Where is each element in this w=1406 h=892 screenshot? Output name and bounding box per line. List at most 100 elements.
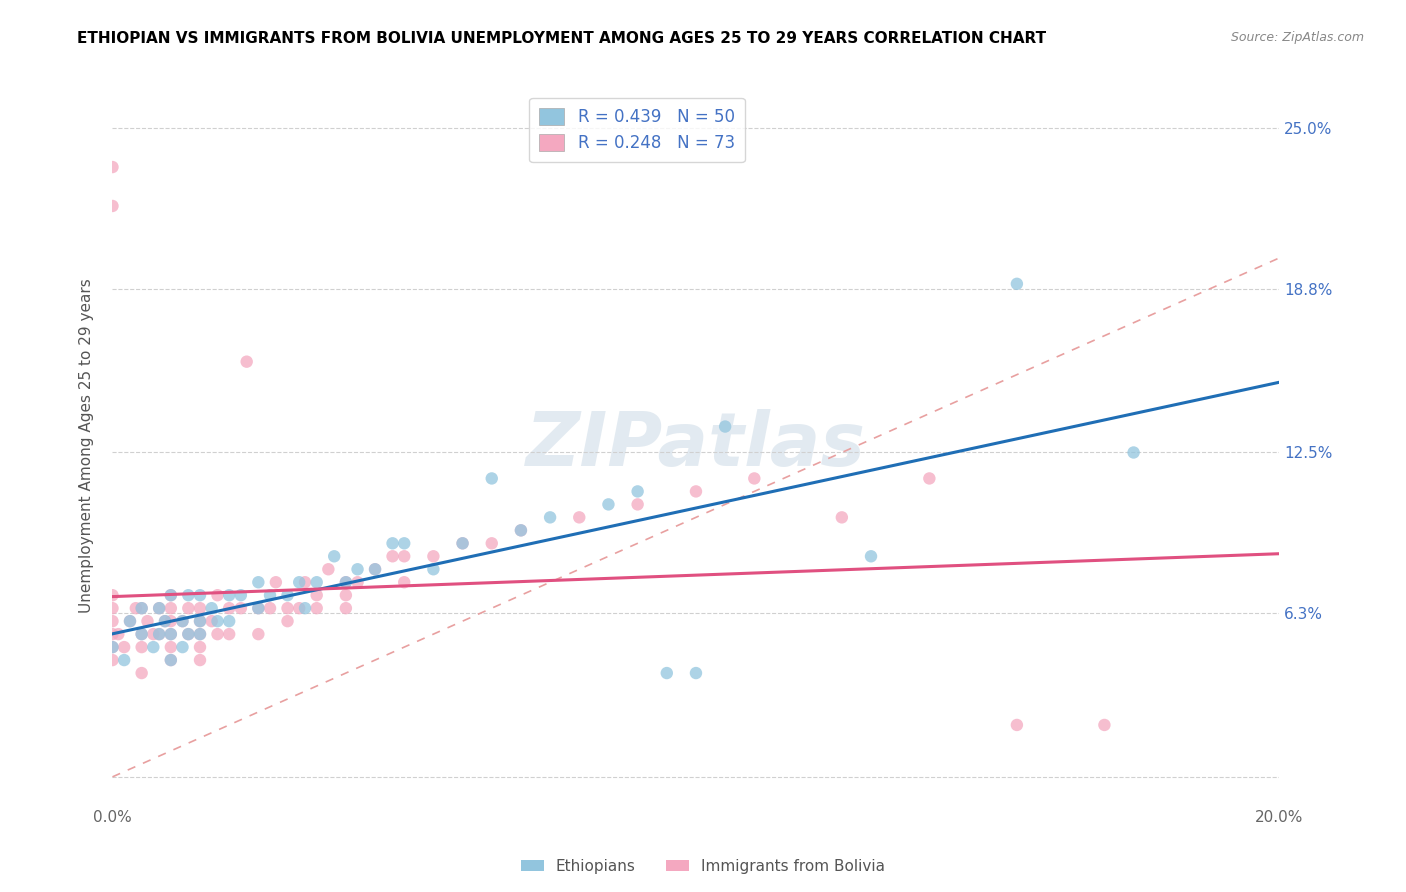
Point bbox=[160, 627, 183, 641]
Point bbox=[714, 419, 737, 434]
Point bbox=[188, 601, 211, 615]
Point bbox=[160, 653, 183, 667]
Point bbox=[509, 524, 531, 538]
Point bbox=[305, 588, 328, 602]
Point bbox=[394, 536, 416, 550]
Point bbox=[160, 614, 183, 628]
Point bbox=[188, 653, 211, 667]
Point bbox=[218, 601, 240, 615]
Point bbox=[188, 627, 211, 641]
Point bbox=[172, 614, 194, 628]
Point bbox=[288, 601, 311, 615]
Point bbox=[247, 575, 270, 590]
Point bbox=[247, 627, 270, 641]
Point bbox=[860, 549, 883, 564]
Point bbox=[742, 471, 765, 485]
Point bbox=[201, 601, 224, 615]
Point bbox=[172, 614, 194, 628]
Point bbox=[101, 653, 124, 667]
Point bbox=[294, 601, 316, 615]
Point bbox=[335, 601, 357, 615]
Point bbox=[131, 640, 153, 654]
Point bbox=[568, 510, 591, 524]
Point bbox=[918, 471, 941, 485]
Point bbox=[294, 575, 316, 590]
Point bbox=[259, 588, 281, 602]
Point bbox=[276, 588, 298, 602]
Legend: R = 0.439   N = 50, R = 0.248   N = 73: R = 0.439 N = 50, R = 0.248 N = 73 bbox=[529, 97, 745, 162]
Point bbox=[118, 614, 141, 628]
Point bbox=[101, 588, 124, 602]
Text: ZIPatlas: ZIPatlas bbox=[526, 409, 866, 483]
Text: ETHIOPIAN VS IMMIGRANTS FROM BOLIVIA UNEMPLOYMENT AMONG AGES 25 TO 29 YEARS CORR: ETHIOPIAN VS IMMIGRANTS FROM BOLIVIA UNE… bbox=[77, 31, 1046, 46]
Point bbox=[218, 627, 240, 641]
Point bbox=[177, 627, 200, 641]
Text: Source: ZipAtlas.com: Source: ZipAtlas.com bbox=[1230, 31, 1364, 45]
Point bbox=[627, 484, 650, 499]
Point bbox=[305, 601, 328, 615]
Point bbox=[481, 471, 503, 485]
Point bbox=[136, 614, 159, 628]
Point bbox=[509, 524, 531, 538]
Point bbox=[655, 666, 678, 681]
Point bbox=[235, 354, 257, 368]
Point bbox=[394, 575, 416, 590]
Point bbox=[364, 562, 387, 576]
Y-axis label: Unemployment Among Ages 25 to 29 years: Unemployment Among Ages 25 to 29 years bbox=[79, 278, 94, 614]
Point bbox=[335, 588, 357, 602]
Point bbox=[201, 614, 224, 628]
Point bbox=[276, 601, 298, 615]
Point bbox=[207, 588, 229, 602]
Point bbox=[153, 614, 176, 628]
Point bbox=[131, 627, 153, 641]
Point bbox=[229, 588, 252, 602]
Point bbox=[131, 601, 153, 615]
Point bbox=[172, 640, 194, 654]
Point bbox=[177, 588, 200, 602]
Point bbox=[598, 497, 620, 511]
Point bbox=[188, 614, 211, 628]
Point bbox=[131, 666, 153, 681]
Point bbox=[131, 601, 153, 615]
Point bbox=[1094, 718, 1116, 732]
Point bbox=[218, 588, 240, 602]
Point bbox=[148, 627, 170, 641]
Point bbox=[381, 549, 404, 564]
Point bbox=[112, 653, 135, 667]
Point bbox=[177, 627, 200, 641]
Point bbox=[101, 199, 124, 213]
Point bbox=[188, 627, 211, 641]
Point bbox=[685, 666, 707, 681]
Point bbox=[153, 614, 176, 628]
Point bbox=[323, 549, 346, 564]
Point bbox=[125, 601, 148, 615]
Point bbox=[229, 601, 252, 615]
Point bbox=[160, 627, 183, 641]
Point bbox=[148, 627, 170, 641]
Point bbox=[335, 575, 357, 590]
Point bbox=[247, 601, 270, 615]
Point bbox=[394, 549, 416, 564]
Point bbox=[101, 601, 124, 615]
Point bbox=[305, 575, 328, 590]
Point bbox=[259, 601, 281, 615]
Point bbox=[276, 614, 298, 628]
Point bbox=[101, 640, 124, 654]
Point bbox=[207, 627, 229, 641]
Point bbox=[101, 627, 124, 641]
Point bbox=[264, 575, 287, 590]
Point bbox=[160, 640, 183, 654]
Point bbox=[207, 614, 229, 628]
Point bbox=[1005, 277, 1028, 291]
Point bbox=[160, 601, 183, 615]
Point bbox=[177, 601, 200, 615]
Point bbox=[627, 497, 650, 511]
Point bbox=[188, 588, 211, 602]
Point bbox=[422, 549, 444, 564]
Point bbox=[1005, 718, 1028, 732]
Point bbox=[188, 640, 211, 654]
Point bbox=[1122, 445, 1144, 459]
Point bbox=[148, 601, 170, 615]
Point bbox=[451, 536, 474, 550]
Point bbox=[112, 640, 135, 654]
